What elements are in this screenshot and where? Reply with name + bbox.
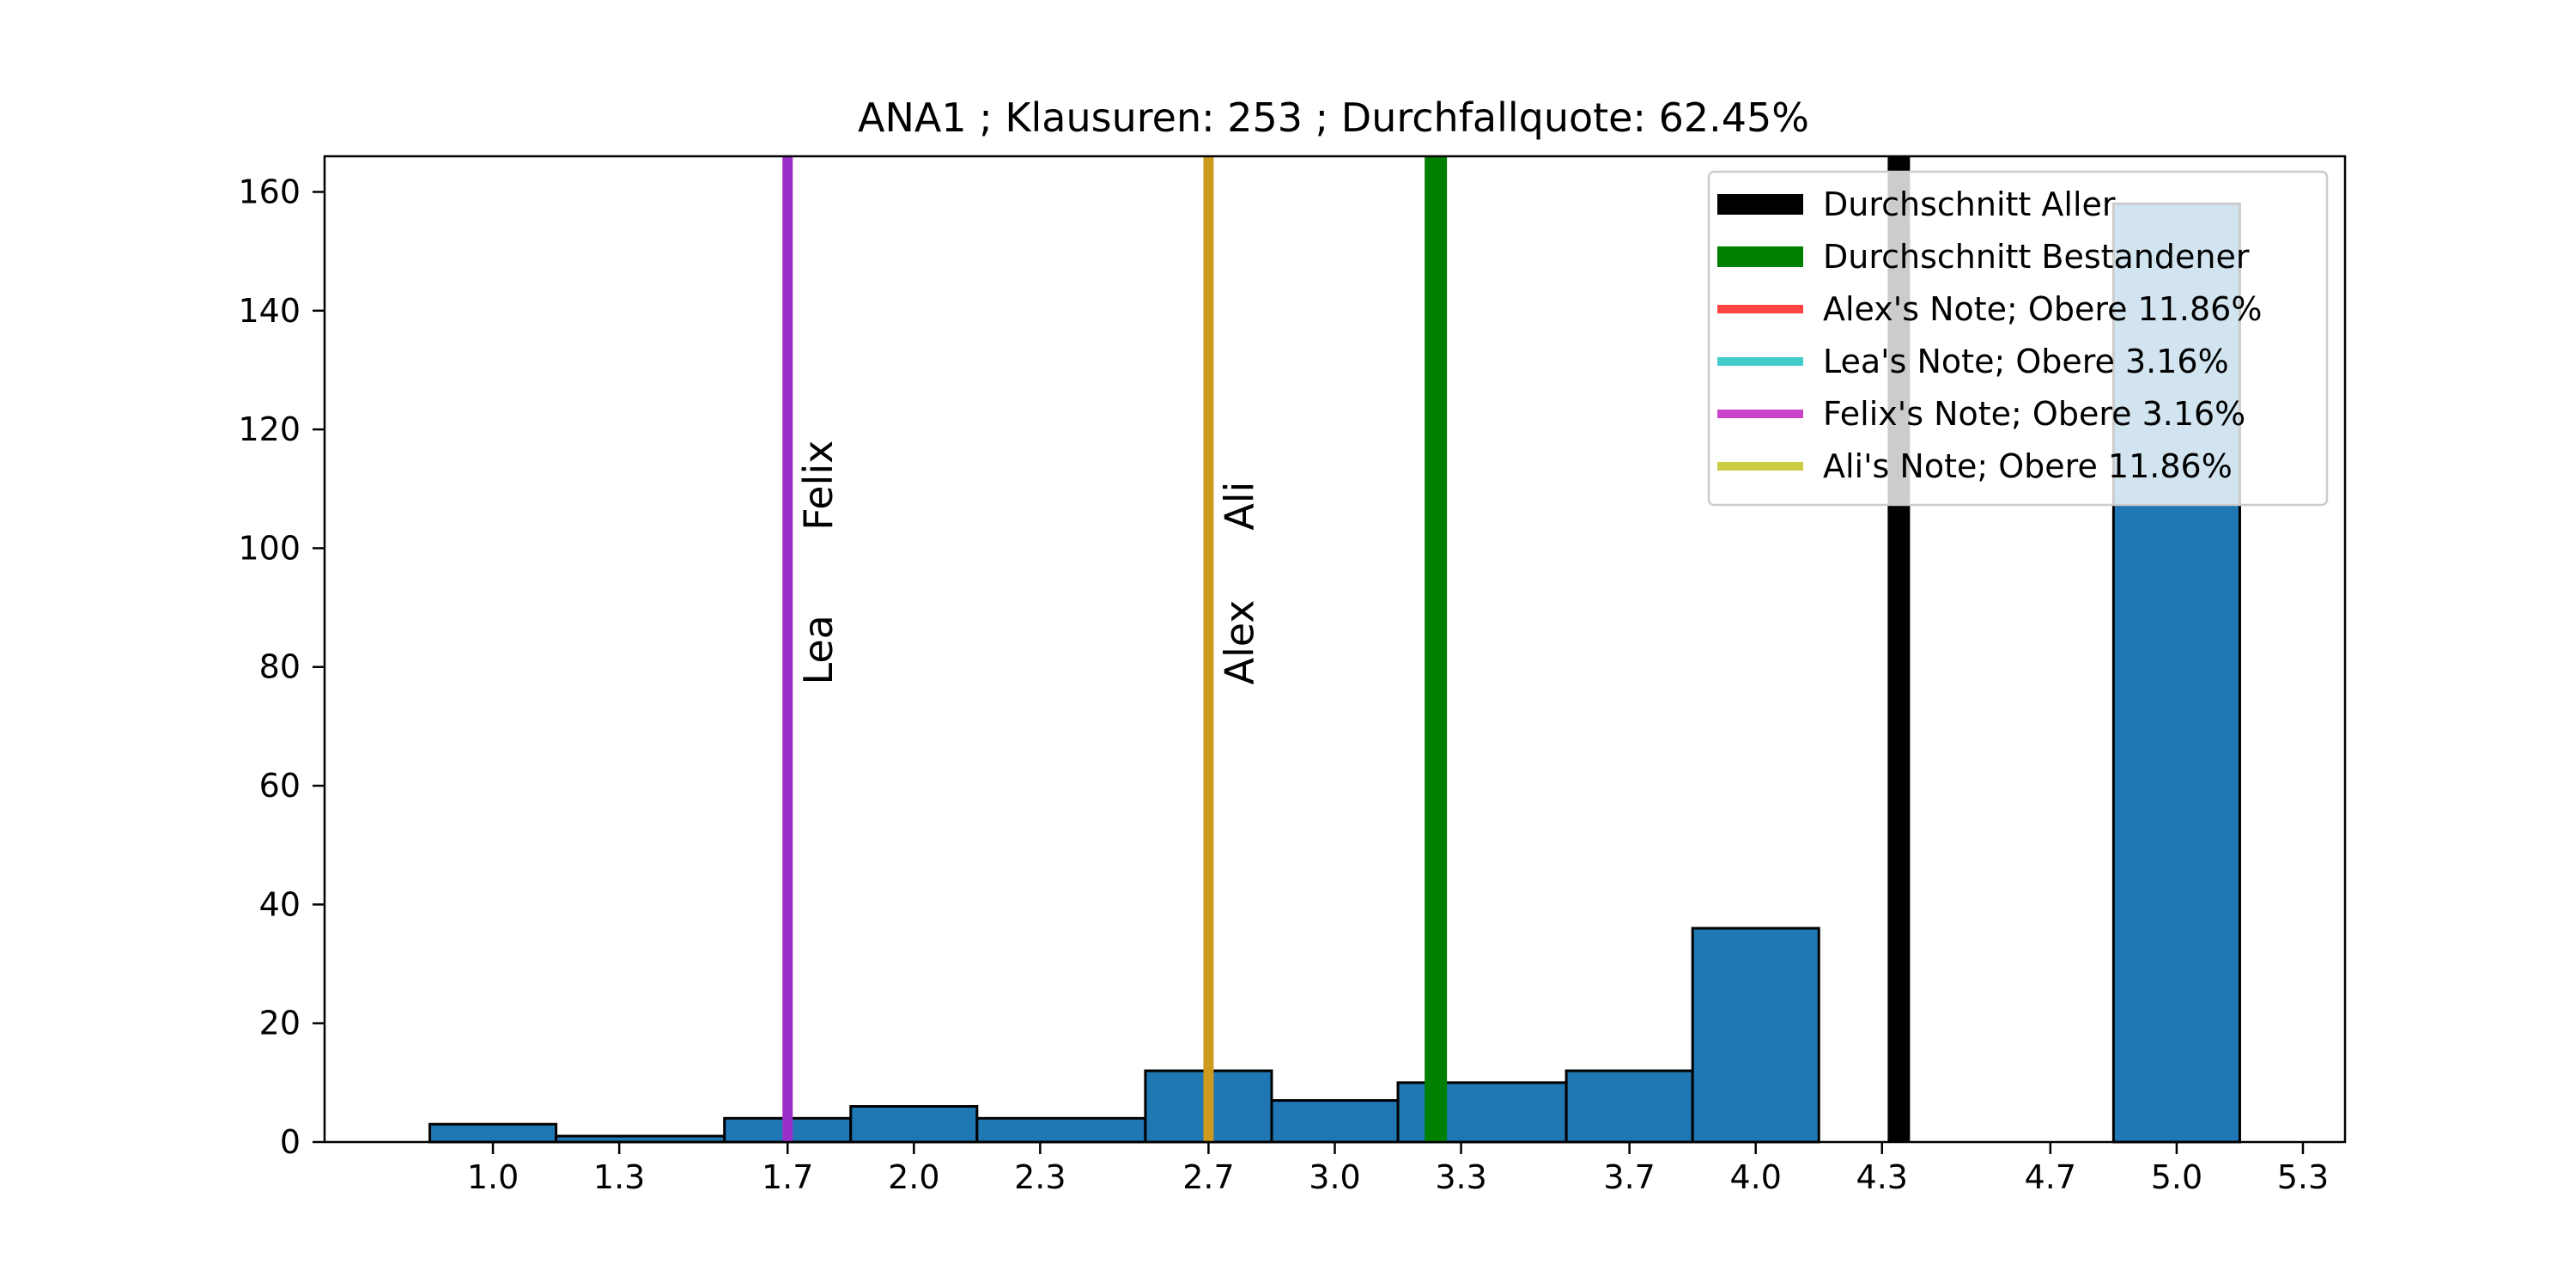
y-tick-label: 0 — [280, 1123, 301, 1161]
legend-entry-label: Lea's Note; Obere 3.16% — [1823, 343, 2229, 380]
y-tick-label: 160 — [238, 173, 301, 210]
x-tick-label: 4.0 — [1729, 1158, 1781, 1196]
y-tick-label: 60 — [259, 767, 301, 805]
legend-entry-label: Ali's Note; Obere 11.86% — [1823, 447, 2233, 485]
marker-label: Alex — [1216, 600, 1262, 685]
histogram-bar — [849, 1105, 979, 1144]
marker-label: Felix — [795, 440, 841, 531]
y-tick-label: 100 — [238, 529, 301, 567]
x-tick-label: 3.0 — [1309, 1158, 1360, 1196]
x-tick-label: 3.3 — [1435, 1158, 1486, 1196]
marker-labels-layer: Felix Lea Ali Alex — [795, 440, 1262, 685]
y-tick-label: 120 — [238, 410, 301, 448]
histogram-bar — [1691, 927, 1820, 1144]
x-tick-label: 1.0 — [467, 1158, 519, 1196]
legend-entry-label: Felix's Note; Obere 3.16% — [1823, 395, 2245, 433]
histogram-bar — [1396, 1081, 1568, 1144]
y-tick-label: 140 — [238, 292, 301, 330]
x-tick-label: 4.7 — [2025, 1158, 2076, 1196]
histogram-bar — [428, 1122, 558, 1144]
histogram-bar — [975, 1116, 1147, 1144]
x-tick-label: 2.0 — [888, 1158, 939, 1196]
x-tick-label: 3.7 — [1603, 1158, 1655, 1196]
legend-entry-label: Alex's Note; Obere 11.86% — [1823, 290, 2262, 328]
histogram-bar — [1564, 1069, 1694, 1144]
y-tick-label: 80 — [259, 648, 301, 686]
x-axis-ticks: 1.0 1.3 1.7 2.0 2.3 2.7 3.0 3.3 3.7 4.0 4.3 4.7 5.0 5… — [467, 1142, 2329, 1196]
x-tick-label: 4.3 — [1856, 1158, 1908, 1196]
legend: Durchschnitt Aller Durchschnitt Bestanden… — [1707, 170, 2329, 507]
marker-label: Lea — [795, 615, 841, 684]
x-tick-label: 2.3 — [1014, 1158, 1066, 1196]
y-axis-ticks: 0 20 40 60 80 100 120 140 160 — [238, 173, 325, 1161]
y-tick-label: 40 — [259, 885, 301, 923]
x-tick-label: 5.3 — [2277, 1158, 2329, 1196]
x-tick-label: 1.3 — [593, 1158, 645, 1196]
legend-entry-label: Durchschnitt Bestandener — [1823, 238, 2250, 276]
x-tick-label: 5.0 — [2151, 1158, 2202, 1196]
x-tick-label: 2.7 — [1182, 1158, 1234, 1196]
y-tick-label: 20 — [259, 1005, 301, 1042]
legend-box — [1707, 170, 2329, 507]
x-tick-label: 1.7 — [762, 1158, 813, 1196]
legend-entry-label: Durchschnitt Aller — [1823, 185, 2116, 223]
histogram-bar — [1270, 1099, 1400, 1144]
marker-label: Ali — [1216, 482, 1262, 531]
chart-title: ANA1 ; Klausuren: 253 ; Durchfallquote: … — [858, 94, 1809, 141]
